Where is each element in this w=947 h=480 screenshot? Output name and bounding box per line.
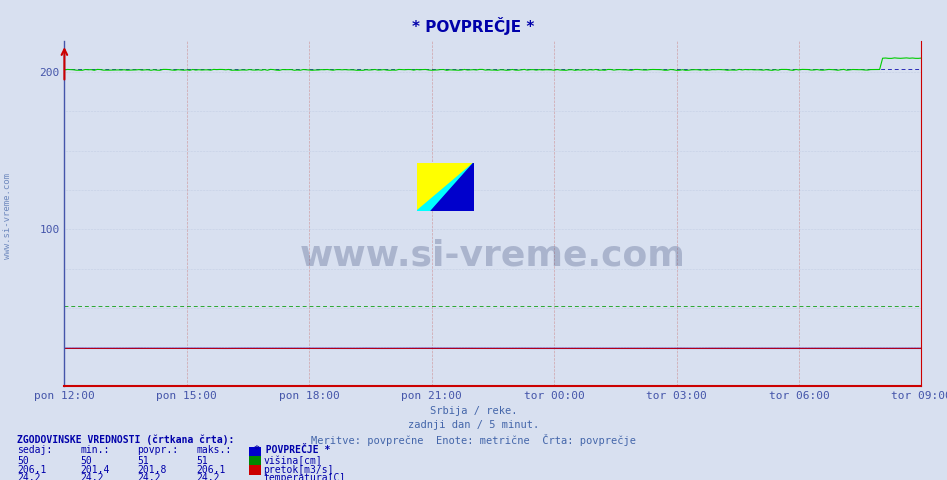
Text: 50: 50 <box>17 456 28 466</box>
Text: ZGODOVINSKE VREDNOSTI (črtkana črta):: ZGODOVINSKE VREDNOSTI (črtkana črta): <box>17 434 235 445</box>
Text: www.si-vreme.com: www.si-vreme.com <box>3 173 12 259</box>
Text: 51: 51 <box>196 456 207 466</box>
Text: * POVPREČJE *: * POVPREČJE * <box>412 17 535 35</box>
Text: 24,2: 24,2 <box>137 473 161 480</box>
Polygon shape <box>431 163 474 211</box>
Polygon shape <box>417 163 474 211</box>
Text: Srbija / reke.: Srbija / reke. <box>430 406 517 416</box>
Polygon shape <box>417 163 474 211</box>
Text: 206,1: 206,1 <box>17 465 46 475</box>
Text: * POVPREČJE *: * POVPREČJE * <box>254 445 331 456</box>
Text: 24,2: 24,2 <box>80 473 104 480</box>
Text: 201,8: 201,8 <box>137 465 167 475</box>
Text: Meritve: povprečne  Enote: metrične  Črta: povprečje: Meritve: povprečne Enote: metrične Črta:… <box>311 434 636 446</box>
Text: pretok[m3/s]: pretok[m3/s] <box>263 465 333 475</box>
Text: zadnji dan / 5 minut.: zadnji dan / 5 minut. <box>408 420 539 430</box>
Text: 24,2: 24,2 <box>196 473 220 480</box>
Text: sedaj:: sedaj: <box>17 445 52 456</box>
Text: povpr.:: povpr.: <box>137 445 178 456</box>
Text: min.:: min.: <box>80 445 110 456</box>
Text: maks.:: maks.: <box>196 445 231 456</box>
Text: 206,1: 206,1 <box>196 465 225 475</box>
Text: temperatura[C]: temperatura[C] <box>263 473 346 480</box>
Text: www.si-vreme.com: www.si-vreme.com <box>300 238 686 272</box>
Text: 201,4: 201,4 <box>80 465 110 475</box>
Text: višina[cm]: višina[cm] <box>263 456 322 467</box>
Text: 51: 51 <box>137 456 149 466</box>
Text: 50: 50 <box>80 456 92 466</box>
Text: 24,2: 24,2 <box>17 473 41 480</box>
